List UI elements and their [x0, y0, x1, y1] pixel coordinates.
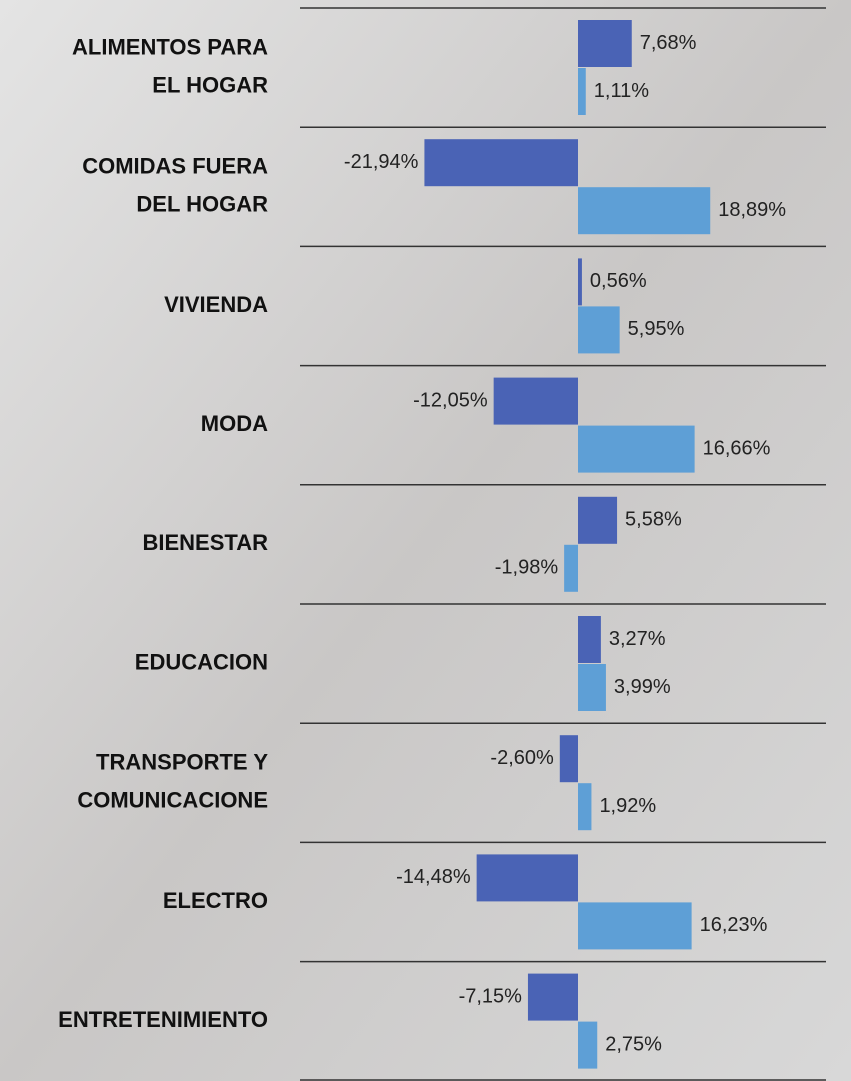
value-label: -7,15%	[459, 985, 523, 1007]
value-label: 2,75%	[605, 1033, 662, 1055]
value-label: 16,66%	[703, 437, 771, 459]
bar	[578, 68, 586, 115]
category-label: MODA	[201, 411, 268, 436]
category-label: EL HOGAR	[152, 72, 268, 97]
value-label: -14,48%	[396, 866, 471, 888]
value-label: -21,94%	[344, 151, 419, 173]
bar	[560, 735, 578, 782]
bar	[578, 426, 695, 473]
category-label: TRANSPORTE Y	[96, 750, 268, 775]
bar	[578, 1022, 597, 1069]
value-label: -12,05%	[413, 389, 488, 411]
value-label: 5,58%	[625, 509, 682, 531]
bar	[477, 854, 578, 901]
bar	[578, 258, 582, 305]
bar	[578, 783, 591, 830]
value-label: 18,89%	[718, 199, 786, 221]
bar	[528, 974, 578, 1021]
category-label: COMUNICACIONE	[77, 788, 268, 813]
bar	[578, 20, 632, 67]
value-label: 7,68%	[640, 32, 697, 54]
category-label: ELECTRO	[163, 888, 268, 913]
value-label: -2,60%	[490, 747, 554, 769]
bar	[578, 664, 606, 711]
category-label: DEL HOGAR	[136, 192, 268, 217]
page: {"chart_data": {"type": "bar", "orientat…	[0, 0, 851, 1081]
bar	[494, 378, 578, 425]
bar	[424, 139, 578, 186]
chart: ALIMENTOS PARA EL HOGAR 7,68% 1,11% COMIDAS …	[0, 0, 851, 1081]
category-label: VIVIENDA	[164, 292, 268, 317]
bar	[578, 306, 620, 353]
bar	[578, 902, 692, 949]
value-label: -1,98%	[495, 557, 559, 579]
value-label: 3,27%	[609, 628, 666, 650]
value-label: 0,56%	[590, 270, 647, 292]
category-label: ENTRETENIMIENTO	[58, 1007, 268, 1032]
value-label: 1,92%	[599, 795, 656, 817]
value-label: 16,23%	[700, 914, 768, 936]
category-label: COMIDAS FUERA	[82, 154, 268, 179]
category-label: EDUCACION	[135, 649, 268, 674]
value-label: 3,99%	[614, 676, 671, 698]
bar	[578, 616, 601, 663]
bar	[578, 187, 710, 234]
category-label: ALIMENTOS PARA	[72, 34, 268, 59]
bar	[578, 497, 617, 544]
category-label: BIENESTAR	[143, 530, 269, 555]
value-label: 5,95%	[628, 318, 685, 340]
value-label: 1,11%	[594, 80, 649, 102]
bar	[564, 545, 578, 592]
